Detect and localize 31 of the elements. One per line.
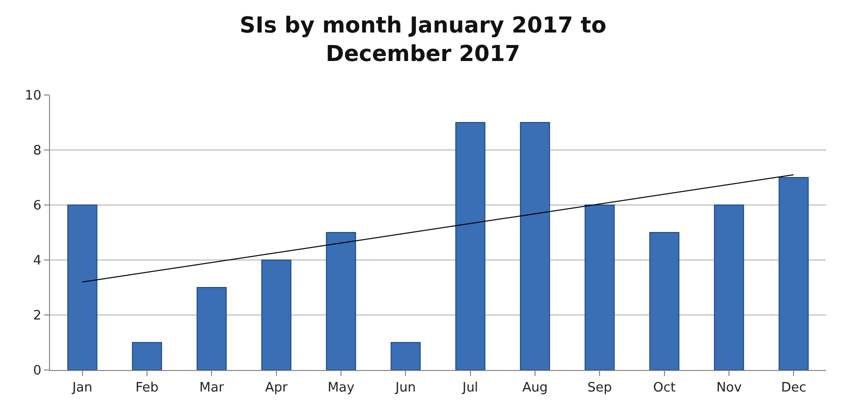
x-tick-label: Nov [716,380,742,396]
x-tick-label: Oct [653,380,676,396]
x-tick-label: Feb [135,380,159,396]
x-tick-label: Jan [71,380,92,396]
bar [67,204,98,370]
x-tick-label: Apr [265,380,288,396]
bar [649,232,680,370]
bar [326,232,356,370]
x-tick-label: Dec [781,380,806,396]
y-tick-label: 10 [24,88,42,104]
y-tick-label: 8 [33,144,42,159]
y-tick-label: 4 [33,254,42,269]
bar [261,260,292,370]
bar [778,177,809,370]
bar [714,204,744,370]
bar [584,204,615,370]
x-tick-label: Jul [461,380,478,396]
y-tick-label: 2 [33,308,42,324]
x-tick-label: Aug [522,380,548,396]
bar [390,342,421,370]
chart-title: SIs by month January 2017 to December 2017 [240,14,606,68]
bar [196,287,227,370]
y-tick-label: 0 [33,364,42,379]
bar [132,342,162,370]
x-tick-label: May [328,380,355,396]
bar [520,122,550,370]
y-tick-label: 6 [33,198,42,214]
x-tick-label: Sep [587,380,612,396]
x-tick-label: Mar [199,380,225,396]
x-tick-label: Jun [394,380,416,396]
bar [455,122,486,370]
